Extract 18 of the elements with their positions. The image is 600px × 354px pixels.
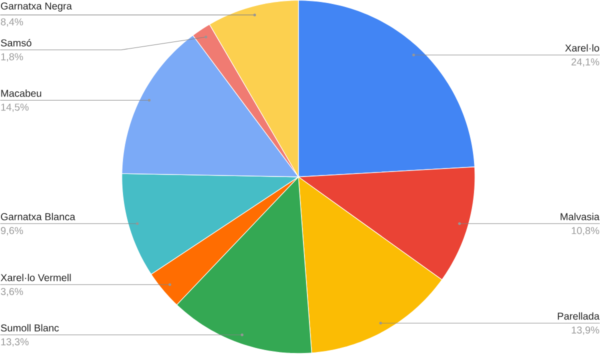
data-label: 13,3%	[1, 338, 29, 347]
slice-label: Samsó	[0, 39, 32, 47]
slice-label: Garnatxa Negra	[0, 2, 72, 12]
data-label: 13,9%	[572, 326, 600, 335]
data-label: 8,4%	[0, 18, 24, 27]
data-label: 24,1%	[572, 58, 600, 67]
slice-label: Xarel·lo Vermell	[0, 274, 71, 282]
slice-label: Garnatxa Blanca	[0, 213, 76, 220]
data-label: 9,6%	[0, 227, 24, 236]
data-label: 14,5%	[1, 104, 29, 112]
data-label: 3,6%	[0, 288, 24, 296]
slice-label: Macabeu	[1, 90, 42, 97]
data-label: 10,8%	[572, 227, 600, 236]
slice-label: Malvasia	[560, 213, 600, 220]
slice-label: Sumoll Blanc	[0, 324, 59, 332]
slice-label: Parellada	[558, 312, 600, 320]
slice-label: Xarel·lo	[565, 44, 600, 52]
data-label: 1,8%	[1, 53, 24, 62]
